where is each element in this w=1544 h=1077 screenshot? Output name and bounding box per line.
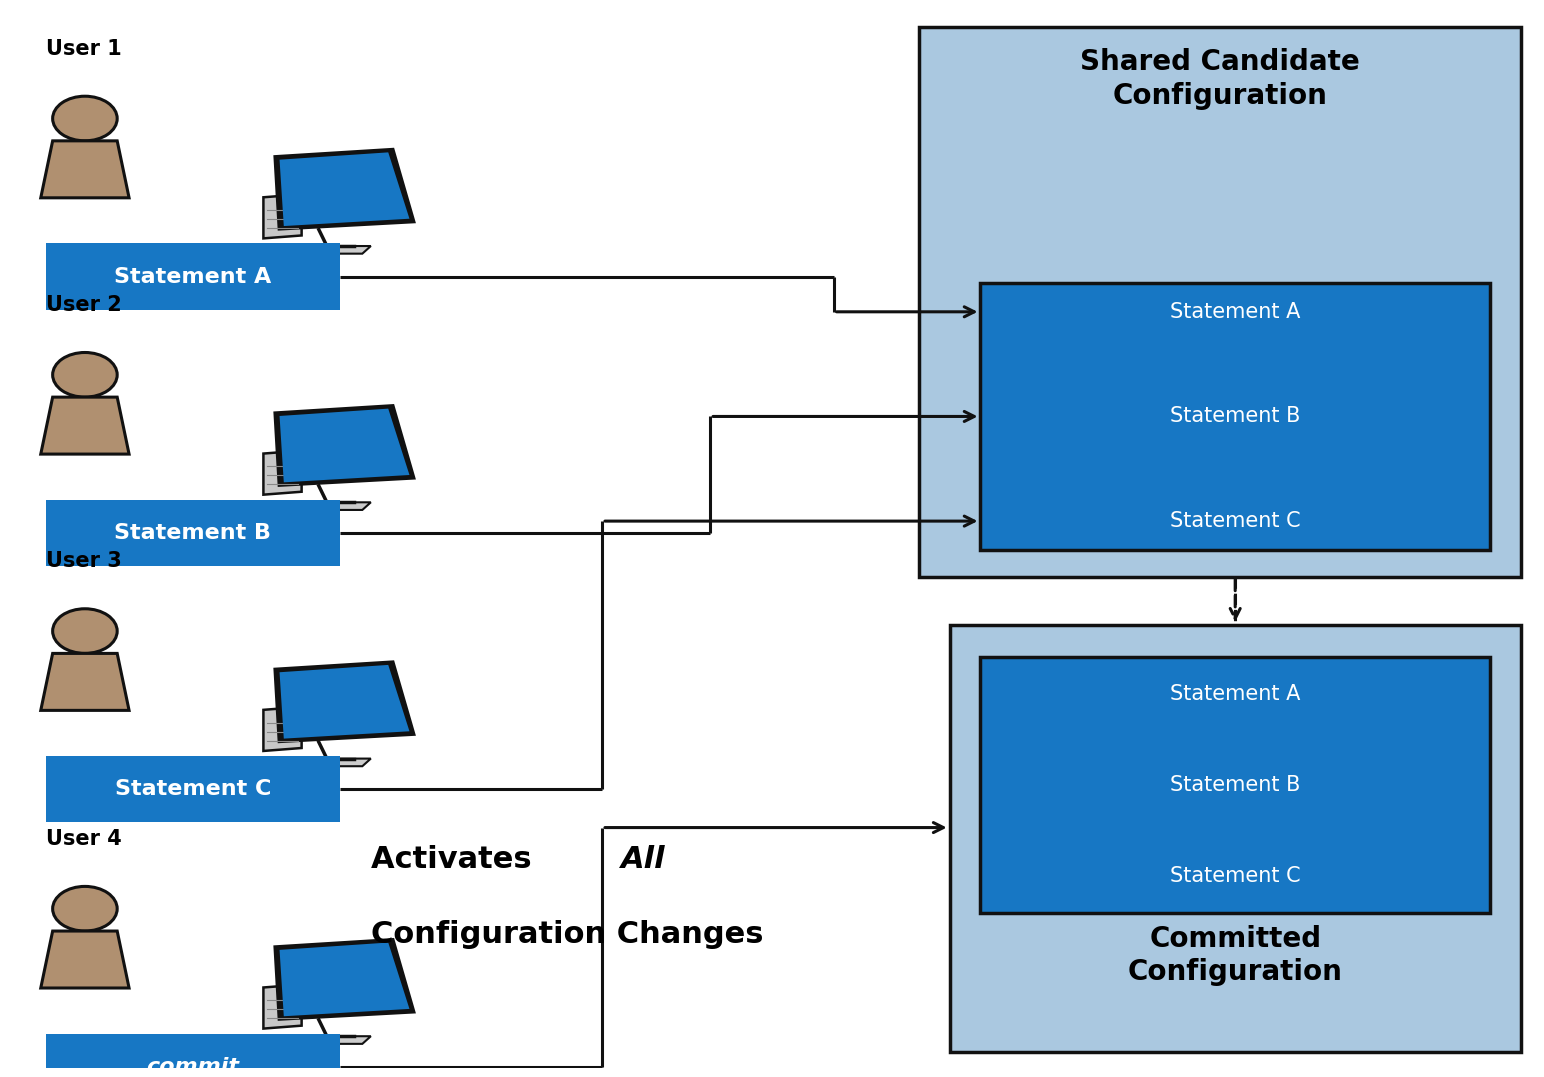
Polygon shape <box>275 149 414 229</box>
FancyBboxPatch shape <box>46 500 340 565</box>
Text: Statement B: Statement B <box>114 522 272 543</box>
Text: Committed
Configuration: Committed Configuration <box>1127 925 1343 987</box>
FancyBboxPatch shape <box>919 27 1521 576</box>
Polygon shape <box>279 665 409 739</box>
Polygon shape <box>279 942 409 1017</box>
Polygon shape <box>40 141 130 198</box>
Text: Statement C: Statement C <box>1170 512 1300 531</box>
Text: All: All <box>621 845 665 875</box>
Text: Shared Candidate
Configuration: Shared Candidate Configuration <box>1079 48 1360 110</box>
Polygon shape <box>279 408 409 482</box>
Polygon shape <box>281 246 371 254</box>
Text: Statement C: Statement C <box>114 779 272 799</box>
Text: Statement A: Statement A <box>1170 302 1300 322</box>
Polygon shape <box>275 661 414 742</box>
Polygon shape <box>264 450 301 494</box>
Circle shape <box>52 96 117 141</box>
FancyBboxPatch shape <box>46 756 340 822</box>
FancyBboxPatch shape <box>46 243 340 310</box>
Text: User 4: User 4 <box>46 829 122 849</box>
Polygon shape <box>279 152 409 226</box>
Text: User 2: User 2 <box>46 295 122 314</box>
Polygon shape <box>264 194 301 238</box>
Polygon shape <box>275 405 414 486</box>
Polygon shape <box>281 502 371 509</box>
FancyBboxPatch shape <box>46 1034 340 1077</box>
Text: Statement B: Statement B <box>1170 406 1300 426</box>
Text: User 1: User 1 <box>46 39 122 59</box>
Polygon shape <box>40 931 130 988</box>
Text: Statement B: Statement B <box>1170 774 1300 795</box>
Polygon shape <box>264 707 301 751</box>
Polygon shape <box>281 758 371 766</box>
Text: Statement C: Statement C <box>1170 866 1300 885</box>
FancyBboxPatch shape <box>980 283 1490 550</box>
Text: Configuration Changes: Configuration Changes <box>371 920 763 949</box>
Text: Statement A: Statement A <box>114 267 272 286</box>
Polygon shape <box>40 397 130 454</box>
Polygon shape <box>40 654 130 711</box>
FancyBboxPatch shape <box>950 625 1521 1052</box>
Polygon shape <box>281 1036 371 1044</box>
Polygon shape <box>264 984 301 1029</box>
Text: User 3: User 3 <box>46 551 122 571</box>
Polygon shape <box>275 939 414 1020</box>
Text: commit: commit <box>147 1057 239 1077</box>
Circle shape <box>52 609 117 654</box>
FancyBboxPatch shape <box>980 657 1490 913</box>
Text: Statement A: Statement A <box>1170 684 1300 704</box>
Circle shape <box>52 352 117 397</box>
Text: Activates: Activates <box>371 845 542 875</box>
Circle shape <box>52 886 117 931</box>
